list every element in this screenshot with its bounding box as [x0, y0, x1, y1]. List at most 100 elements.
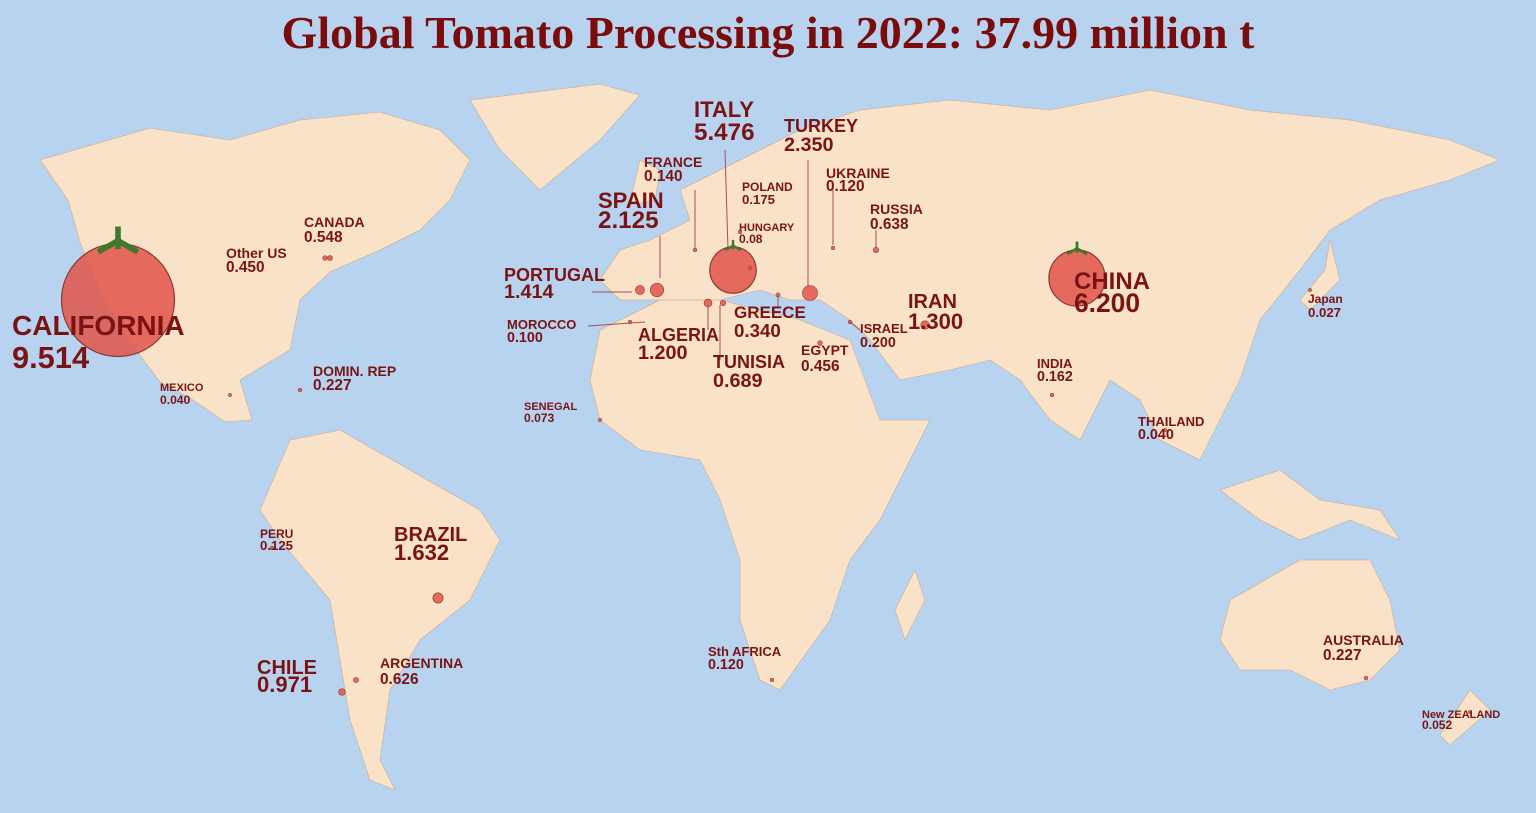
region-name: GREECE [734, 303, 806, 322]
tomato [770, 678, 774, 682]
region-value: 0.227 [313, 377, 352, 394]
japan [1299, 239, 1341, 311]
region-value: 2.125 [598, 207, 659, 234]
tomato [1308, 288, 1312, 292]
region-value: 5.476 [694, 119, 755, 146]
tomato [1468, 710, 1472, 714]
region-name: Sth AFRICA [708, 644, 782, 659]
leader-line [724, 149, 729, 251]
region-name: ALGERIA [638, 325, 719, 345]
region-name: Japan [1308, 292, 1343, 306]
region-name: New ZEALAND [1422, 709, 1500, 721]
tomato [775, 292, 781, 298]
region-name: CALIFORNIA [12, 310, 185, 341]
region-name: IRAN [908, 291, 957, 313]
tomato [817, 340, 823, 346]
region-name: ISRAEL [860, 321, 908, 336]
indonesia [1219, 469, 1402, 541]
region-name: UKRAINE [826, 165, 890, 181]
tomato [831, 246, 835, 250]
tomato-stem [96, 226, 140, 255]
tomato [1049, 392, 1055, 398]
region-name: MEXICO [160, 382, 204, 394]
tomato [353, 677, 359, 683]
region-name: SENEGAL [524, 401, 577, 413]
madagascar [894, 568, 926, 642]
tomato [1363, 675, 1369, 681]
tomato [1163, 428, 1167, 432]
tomato [432, 592, 444, 604]
region-name: TURKEY [784, 116, 858, 136]
tomato [692, 247, 698, 253]
region-name: ITALY [694, 97, 754, 122]
region-name: ARGENTINA [380, 655, 463, 671]
tomato [228, 393, 232, 397]
region-name: CHINA [1074, 268, 1150, 295]
region-value: 0.200 [860, 335, 896, 351]
tomato [709, 246, 757, 294]
tomato [338, 688, 346, 696]
greenland [469, 83, 641, 191]
region-value: 6.200 [1074, 288, 1140, 318]
region-value: 0.140 [644, 168, 683, 185]
africa [589, 299, 931, 691]
region-name: HUNGARY [739, 222, 795, 234]
region-name: BRAZIL [394, 524, 467, 546]
tomato-stem [1066, 241, 1088, 256]
region-name: POLAND [742, 180, 793, 194]
tomato [748, 266, 752, 270]
region-name: CHILE [257, 657, 317, 679]
leader-line [587, 321, 646, 327]
region-value: 0.040 [160, 393, 191, 407]
region-value: 0.626 [380, 671, 419, 688]
tomato [847, 319, 853, 325]
region-name: SPAIN [598, 188, 664, 213]
region-value: 0.120 [826, 178, 865, 195]
tomato [920, 320, 930, 330]
region-name: DOMIN. REP [313, 363, 396, 379]
region-name: TUNISIA [713, 352, 785, 372]
region-value: 0.456 [801, 358, 840, 375]
new-zealand [1439, 689, 1491, 746]
region-value: 1.200 [638, 342, 688, 364]
region-value: 1.300 [908, 309, 963, 334]
region-value: 0.052 [1422, 718, 1453, 732]
tomato [802, 285, 818, 301]
region-value: 1.414 [504, 281, 554, 303]
region-value: 0.227 [1323, 647, 1362, 664]
australia [1219, 559, 1401, 691]
region-value: 0.638 [870, 216, 909, 233]
leader-line [849, 321, 861, 331]
tomato [327, 255, 333, 261]
tomato [703, 298, 713, 308]
region-name: FRANCE [644, 154, 702, 170]
region-name: Other US [226, 245, 287, 261]
region-value: 0.548 [304, 229, 343, 246]
region-value: 0.120 [708, 657, 744, 673]
region-value: 0.125 [260, 538, 293, 553]
region-value: 0.100 [507, 330, 543, 346]
region-value: 0.340 [734, 320, 781, 341]
tomato [737, 229, 743, 235]
tomato [270, 546, 274, 550]
region-value: 9.514 [12, 340, 89, 375]
region-value: 0.971 [257, 672, 312, 697]
region-name: PERU [260, 527, 293, 541]
region-name: AUSTRALIA [1323, 632, 1404, 648]
region-value: 0.073 [524, 411, 555, 425]
region-value: 1.632 [394, 540, 449, 565]
tomato [649, 282, 665, 298]
region-name: CANADA [304, 214, 365, 230]
region-name: EGYPT [801, 342, 849, 358]
tomato [628, 320, 632, 324]
tomato-stem [724, 239, 742, 252]
title: Global Tomato Processing in 2022: 37.99 … [282, 7, 1256, 58]
region-value: 0.027 [1308, 305, 1341, 320]
tomato [635, 285, 645, 295]
region-name: PORTUGAL [504, 265, 605, 285]
region-value: 0.689 [713, 370, 763, 392]
region-value: 0.162 [1037, 369, 1073, 385]
region-value: 0.040 [1138, 427, 1174, 443]
